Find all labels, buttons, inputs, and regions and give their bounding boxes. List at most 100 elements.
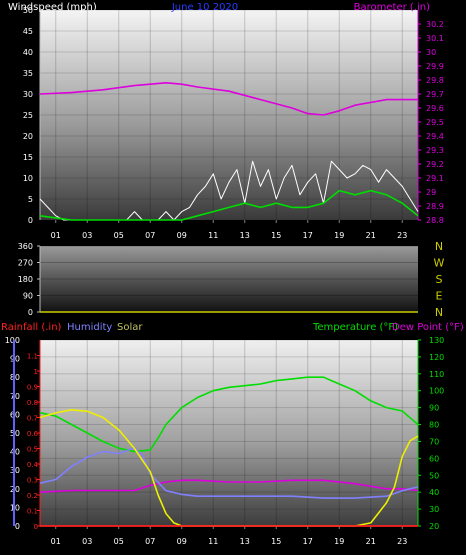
- barometer-tick-label: 29.1: [426, 174, 444, 183]
- barometer-tick-label: 29.3: [426, 146, 444, 155]
- windspeed-tick-label: 50: [23, 6, 33, 15]
- temp-tick-label: 110: [429, 370, 444, 379]
- temp-xtick-label: 23: [397, 537, 407, 546]
- windspeed-tick-label: 10: [23, 174, 33, 183]
- temp-tick-label: 90: [429, 404, 439, 413]
- barometer-tick-label: 29.8: [426, 76, 444, 85]
- direction-tick-label: 90: [23, 292, 33, 301]
- wind-xtick-label: 17: [303, 231, 313, 240]
- direction-tick-label: 360: [18, 242, 33, 251]
- rain-tick-label: 0: [34, 523, 38, 531]
- temp-tick-label: 130: [429, 336, 444, 345]
- solar-line: [39, 408, 419, 527]
- windspeed-tick-label: 0: [28, 216, 33, 225]
- temp-xtick-label: 13: [240, 537, 250, 546]
- windspeed-tick-label: 40: [23, 48, 33, 57]
- windspeed-tick-label: 15: [23, 153, 33, 162]
- compass-label: N: [435, 306, 443, 319]
- wind-xtick-label: 21: [366, 231, 376, 240]
- legend-solar: Solar: [117, 322, 143, 333]
- windspeed-tick-label: 25: [23, 111, 33, 120]
- compass-label: W: [434, 257, 445, 270]
- barometer-line: [39, 82, 418, 116]
- direction-tick-label: 0: [28, 308, 33, 317]
- temperature-plot-area: [40, 340, 418, 526]
- temp-tick-label: 60: [429, 454, 439, 463]
- rain-tick-label: 1: [34, 368, 38, 376]
- barometer-tick-label: 30.1: [426, 34, 444, 43]
- rain-tick-label: 0.1: [27, 508, 38, 516]
- barometer-tick-label: 28.8: [426, 216, 444, 225]
- temp-xtick-label: 15: [271, 537, 281, 546]
- windspeed-tick-label: 35: [23, 69, 33, 78]
- dew-point-line: [39, 479, 419, 493]
- temp-tick-label: 50: [429, 471, 439, 480]
- temp-xtick-label: 07: [145, 537, 155, 546]
- rain-tick-label: 1.1: [27, 353, 38, 361]
- windspeed-tick-label: 5: [28, 195, 33, 204]
- direction-tick-label: 180: [18, 275, 33, 284]
- temp-xtick-label: 19: [334, 537, 344, 546]
- legend-temperature: Temperature (°F): [312, 322, 398, 333]
- wind-xtick-label: 19: [334, 231, 344, 240]
- direction-tick-label: 270: [18, 259, 33, 268]
- barometer-tick-label: 30: [426, 48, 436, 57]
- wind-xtick-label: 09: [177, 231, 187, 240]
- temp-xtick-label: 01: [51, 537, 61, 546]
- rain-tick-label: 0.4: [27, 461, 39, 469]
- legend-humidity: Humidity: [67, 322, 112, 333]
- compass-label: S: [436, 273, 443, 286]
- barometer-tick-label: 29.6: [426, 104, 444, 113]
- compass-label: N: [435, 240, 443, 253]
- compass-label: E: [436, 290, 443, 303]
- barometer-tick-label: 29.5: [426, 118, 444, 127]
- legend-dew-point: Dew Point (°F): [392, 322, 464, 333]
- humidity-tick-label: 0: [15, 522, 20, 531]
- barometer-tick-label: 29.9: [426, 62, 444, 71]
- windspeed-axis-label: Windspeed (mph): [8, 2, 97, 13]
- temp-xtick-label: 09: [177, 537, 187, 546]
- temp-tick-label: 40: [429, 488, 439, 497]
- windspeed-tick-label: 45: [23, 27, 33, 36]
- rain-tick-label: 0.5: [27, 446, 38, 454]
- wind-xtick-label: 13: [240, 231, 250, 240]
- wind-xtick-label: 07: [145, 231, 155, 240]
- humidity-tick-label: 100: [5, 336, 20, 345]
- windspeed-tick-label: 20: [23, 132, 33, 141]
- date-title: June 10 2020: [171, 2, 238, 13]
- temperature-line: [39, 376, 419, 453]
- barometer-tick-label: 29: [426, 188, 436, 197]
- rain-tick-label: 0.2: [27, 492, 38, 500]
- barometer-tick-label: 29.2: [426, 160, 444, 169]
- wind-xtick-label: 05: [114, 231, 124, 240]
- wind-xtick-label: 15: [271, 231, 281, 240]
- temp-xtick-label: 17: [303, 537, 313, 546]
- windspeed-tick-label: 30: [23, 90, 33, 99]
- rain-tick-label: 0.9: [27, 384, 38, 392]
- direction-plot-area: [40, 246, 418, 312]
- barometer-tick-label: 28.9: [426, 202, 444, 211]
- rain-tick-label: 0.8: [27, 399, 38, 407]
- wind-xtick-label: 03: [82, 231, 92, 240]
- barometer-tick-label: 29.7: [426, 90, 444, 99]
- barometer-tick-label: 29.4: [426, 132, 444, 141]
- rain-tick-label: 0.6: [27, 430, 39, 438]
- humidity-line: [39, 447, 419, 499]
- temp-xtick-label: 21: [366, 537, 376, 546]
- temp-tick-label: 20: [429, 522, 439, 531]
- wind-average-line: [39, 189, 419, 221]
- temp-tick-label: 100: [429, 387, 444, 396]
- rain-tick-label: 0.7: [27, 415, 38, 423]
- temp-xtick-label: 11: [208, 537, 218, 546]
- temp-tick-label: 80: [429, 421, 439, 430]
- wind-plot-area: [40, 10, 418, 220]
- temp-tick-label: 70: [429, 437, 439, 446]
- wind-xtick-label: 11: [208, 231, 218, 240]
- barometer-tick-label: 30.2: [426, 20, 444, 29]
- legend-rainfall: Rainfall (.in): [1, 322, 62, 333]
- wind-xtick-label: 23: [397, 231, 407, 240]
- temp-xtick-label: 05: [114, 537, 124, 546]
- barometer-axis-label: Barometer (.in): [354, 2, 430, 13]
- temp-tick-label: 120: [429, 353, 444, 362]
